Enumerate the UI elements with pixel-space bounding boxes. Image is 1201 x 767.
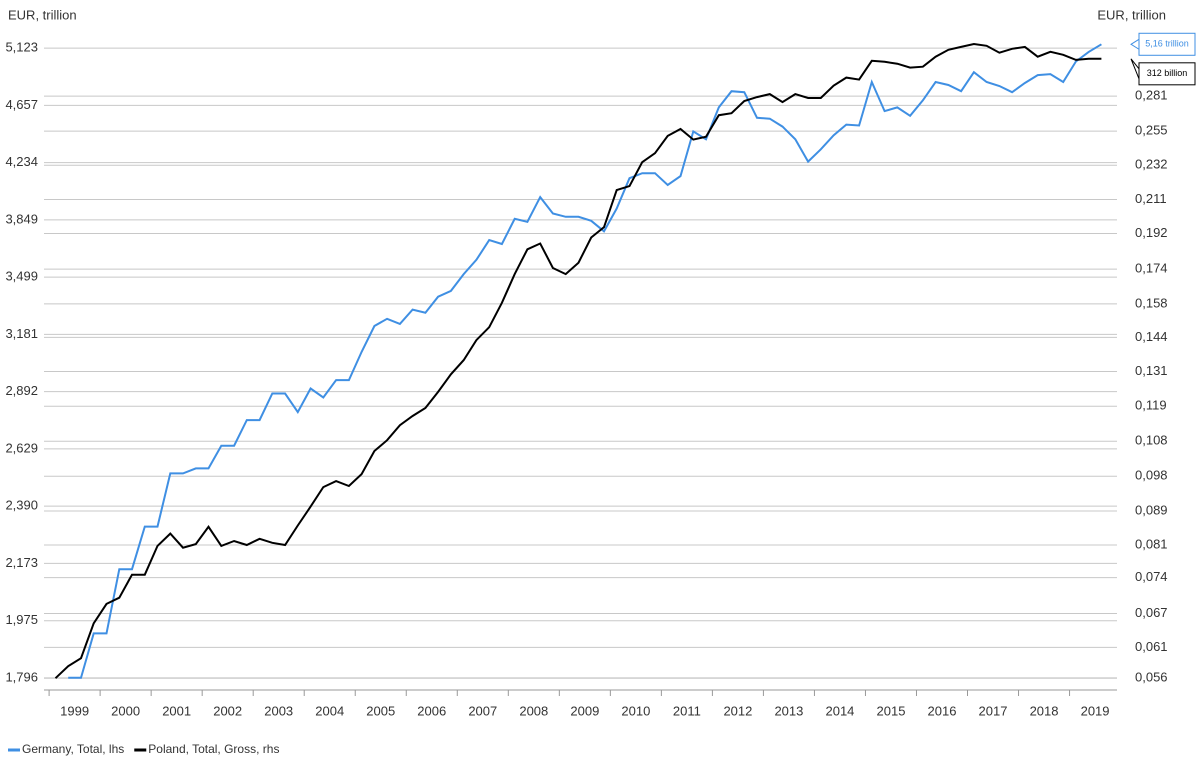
y-tick-label: 4,657 <box>5 97 38 112</box>
y-tick-label: 2,892 <box>5 383 38 398</box>
y2-tick-label: 0,081 <box>1135 536 1168 551</box>
x-tick-label: 2012 <box>723 703 752 718</box>
x-tick-label: 2011 <box>673 703 701 718</box>
y2-tick-label: 0,061 <box>1135 639 1168 654</box>
y2-tick-label: 0,074 <box>1135 569 1168 584</box>
callout-pointer <box>1130 38 1140 51</box>
y-tick-label: 3,849 <box>5 211 38 226</box>
y2-tick-label: 0,174 <box>1135 261 1168 276</box>
x-tick-label: 2003 <box>264 703 293 718</box>
y-tick-label: 3,181 <box>5 326 38 341</box>
y-tick-label: 2,390 <box>5 498 38 513</box>
callout-label: 312 billion <box>1147 68 1188 78</box>
callout-pointer <box>1130 58 1140 79</box>
x-tick-label: 2013 <box>774 703 803 718</box>
y2-tick-label: 0,144 <box>1135 329 1168 344</box>
y2-tick-label: 0,158 <box>1135 295 1168 310</box>
y2-tick-label: 0,255 <box>1135 123 1168 138</box>
x-tick-label: 2018 <box>1030 703 1059 718</box>
x-tick-label: 2008 <box>519 703 548 718</box>
y2-tick-label: 0,131 <box>1135 363 1168 378</box>
y-tick-label: 2,173 <box>5 555 38 570</box>
x-tick-label: 2019 <box>1081 703 1110 718</box>
y2-tick-label: 0,192 <box>1135 225 1168 240</box>
x-tick-label: 2010 <box>621 703 650 718</box>
x-tick-label: 2007 <box>468 703 497 718</box>
callout-box <box>1138 62 1196 86</box>
y2-axis-label: EUR, trillion <box>1097 7 1166 22</box>
y2-tick-label: 0,089 <box>1135 502 1168 517</box>
y-axis-label: EUR, trillion <box>8 7 77 22</box>
y2-tick-label: 0,119 <box>1135 398 1167 413</box>
y2-tick-label: 0,232 <box>1135 157 1168 172</box>
x-tick-label: 2000 <box>111 703 140 718</box>
x-tick-label: 2009 <box>570 703 599 718</box>
x-tick-label: 2002 <box>213 703 242 718</box>
x-tick-label: 1999 <box>60 703 89 718</box>
y2-tick-label: 0,056 <box>1135 670 1168 685</box>
x-tick-label: 2006 <box>417 703 446 718</box>
y-tick-label: 5,123 <box>5 40 38 55</box>
y-tick-label: 2,629 <box>5 440 38 455</box>
y-tick-label: 4,234 <box>5 154 38 169</box>
y-tick-label: 1,975 <box>5 612 38 627</box>
x-tick-label: 2004 <box>315 703 344 718</box>
y2-tick-label: 0,098 <box>1135 468 1168 483</box>
series-line <box>54 42 1102 679</box>
x-tick-label: 2016 <box>928 703 957 718</box>
y2-tick-label: 0,211 <box>1135 191 1167 206</box>
legend-label: Germany, Total, lhs <box>22 742 124 756</box>
legend-label: Poland, Total, Gross, rhs <box>148 742 279 756</box>
y2-tick-label: 0,108 <box>1135 433 1168 448</box>
x-tick-label: 2017 <box>979 703 1008 718</box>
x-tick-label: 2015 <box>877 703 906 718</box>
callout-label: 5,16 trillion <box>1145 39 1189 49</box>
x-tick-label: 2014 <box>825 703 854 718</box>
y2-tick-label: 0,281 <box>1135 88 1168 103</box>
y2-tick-label: 0,067 <box>1135 605 1168 620</box>
series-line <box>68 43 1102 679</box>
x-tick-label: 2005 <box>366 703 395 718</box>
callout-box <box>1138 32 1196 56</box>
y-tick-label: 1,796 <box>5 669 38 684</box>
x-tick-label: 2001 <box>162 703 191 718</box>
y-tick-label: 3,499 <box>5 269 38 284</box>
